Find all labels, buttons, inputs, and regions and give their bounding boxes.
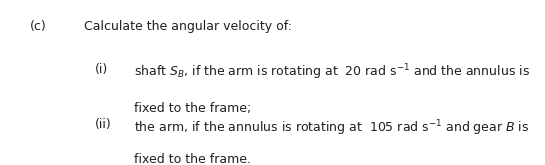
Text: fixed to the frame.: fixed to the frame. [134, 153, 251, 165]
Text: (i): (i) [95, 63, 108, 76]
Text: shaft $S_B$, if the arm is rotating at  20 rad s$^{-1}$ and the annulus is: shaft $S_B$, if the arm is rotating at 2… [134, 63, 530, 82]
Text: fixed to the frame;: fixed to the frame; [134, 102, 251, 115]
Text: (c): (c) [30, 20, 47, 33]
Text: (ii): (ii) [95, 118, 112, 131]
Text: the arm, if the annulus is rotating at  105 rad s$^{-1}$ and gear $B$ is: the arm, if the annulus is rotating at 1… [134, 118, 529, 138]
Text: Calculate the angular velocity of:: Calculate the angular velocity of: [84, 20, 293, 33]
